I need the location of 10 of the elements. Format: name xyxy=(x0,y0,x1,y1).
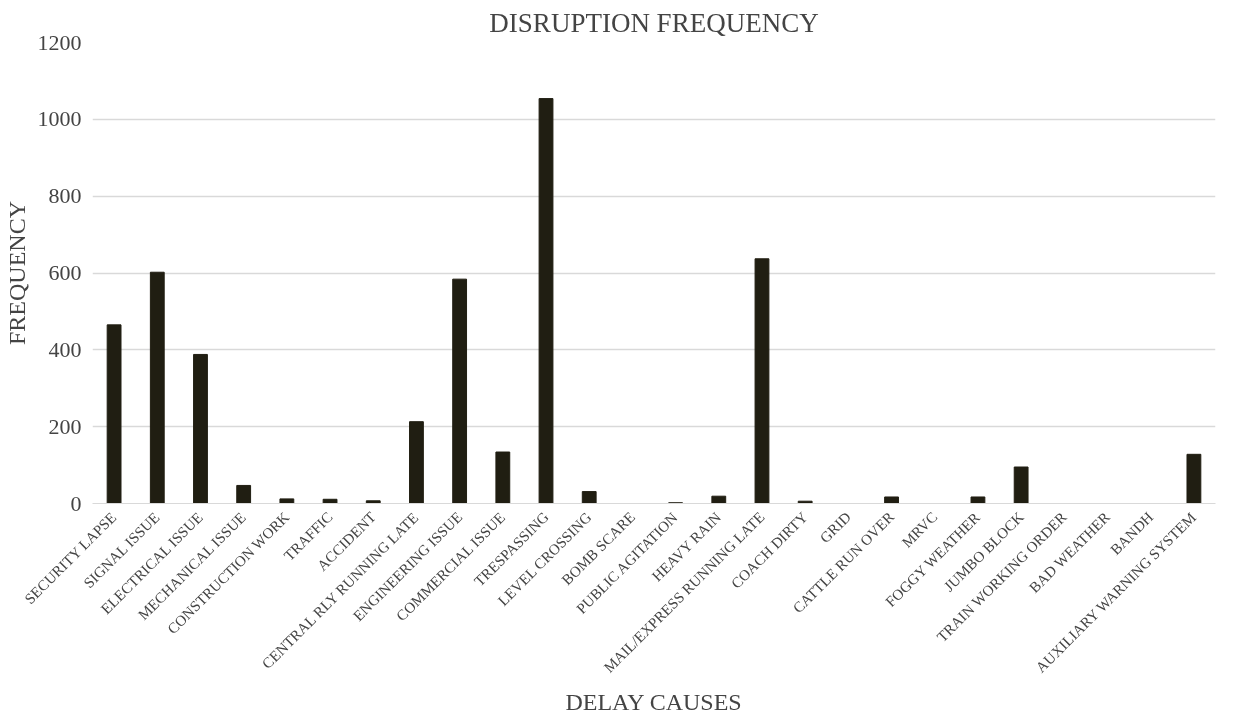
y-tick-label: 600 xyxy=(48,260,82,285)
y-tick-label: 400 xyxy=(48,336,82,362)
chart-title: DISRUPTION FREQUENCY xyxy=(489,7,819,38)
y-tick-label: 1000 xyxy=(37,106,82,132)
y-tick-label: 800 xyxy=(48,183,82,209)
y-tick-label: 0 xyxy=(70,490,82,516)
y-axis-title: FREQUENCY xyxy=(3,200,30,346)
x-axis-title: DELAY CAUSES xyxy=(565,689,742,716)
y-tick-label: 200 xyxy=(48,413,82,439)
y-tick-label: 1200 xyxy=(37,29,82,55)
